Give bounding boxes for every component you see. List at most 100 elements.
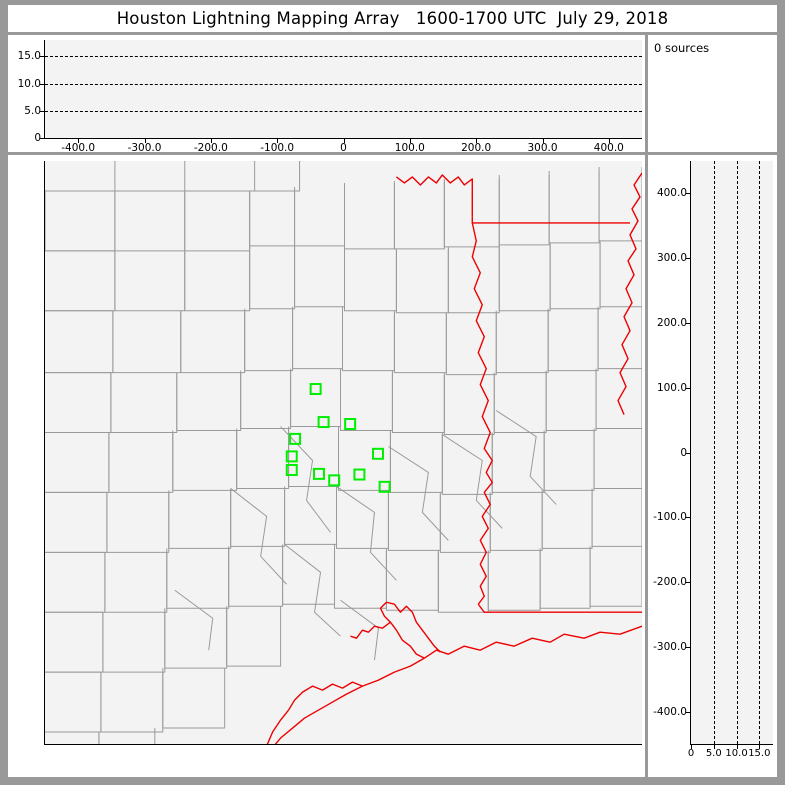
- map-x-tick-mark: [78, 744, 79, 745]
- right-y-tick-mark: [686, 711, 691, 713]
- map-y-tick-mark: [44, 323, 45, 324]
- x-tick-mark: [78, 138, 80, 143]
- x-tick-mark: [608, 138, 610, 143]
- x-tick-label: 300.0: [527, 142, 558, 154]
- lma-station-marker: [328, 474, 341, 487]
- right-y-tick-label: 0: [680, 446, 687, 459]
- lma-station-marker: [289, 432, 302, 445]
- title-bar: Houston Lightning Mapping Array 1600-170…: [8, 5, 777, 32]
- map-y-tick-mark: [44, 517, 45, 518]
- altitude-gridline: [713, 161, 715, 744]
- x-tick-mark: [210, 138, 212, 143]
- right-y-tick-mark: [686, 582, 691, 584]
- right-y-tick-label: 200.0: [656, 316, 687, 329]
- lma-station-marker: [378, 480, 391, 493]
- x-tick-mark: [409, 138, 411, 143]
- x-tick-label: -400.0: [61, 142, 96, 154]
- right-y-tick-label: 400.0: [656, 187, 687, 200]
- altitude-gridline: [45, 110, 642, 112]
- map-x-tick-mark: [344, 744, 345, 745]
- y-tick-label: 15.0: [17, 50, 41, 63]
- right-y-tick-label: -200.0: [653, 576, 687, 589]
- right-y-tick-label: 100.0: [656, 381, 687, 394]
- lma-station-markers: [285, 383, 391, 493]
- north-south-vs-altitude-panel[interactable]: 0 5.0 10.0 15.0 -400.0 -300.0 -200.0 -100.0 0 100…: [648, 155, 777, 777]
- right-x-tick-label: 15.0: [748, 748, 771, 759]
- county-boundaries: [45, 161, 642, 744]
- map-y-tick-mark: [44, 453, 45, 454]
- y-tick-mark: [40, 138, 45, 139]
- x-tick-label: -100.0: [260, 142, 295, 154]
- lma-station-marker: [285, 450, 298, 463]
- x-tick-label: 400.0: [593, 142, 624, 154]
- altitude-vs-east-west-panel[interactable]: 0 5.0 10.0 15.0 -400.0 -300.0 -200.0 -100.0 0 100…: [8, 35, 645, 154]
- y-tick-mark: [40, 56, 45, 58]
- altitude-gridline: [45, 56, 642, 58]
- lma-station-marker: [309, 383, 322, 396]
- x-tick-label: -300.0: [127, 142, 162, 154]
- lma-station-marker: [344, 418, 357, 430]
- right-x-tick-label: 10.0: [725, 748, 748, 759]
- right-y-tick-mark: [686, 387, 691, 389]
- right-y-tick-label: -400.0: [653, 705, 687, 718]
- altitude-gridline: [736, 161, 738, 744]
- x-tick-mark: [144, 138, 146, 143]
- right-y-tick-label: 300.0: [656, 252, 687, 265]
- map-y-tick-mark: [44, 388, 45, 389]
- altitude-vs-east-west-plot-area[interactable]: 0 5.0 10.0 15.0 -400.0 -300.0 -200.0 -100.0 0 100…: [18, 40, 642, 154]
- right-y-tick-label: -100.0: [653, 511, 687, 524]
- map-x-tick-mark: [211, 744, 212, 745]
- lma-station-marker: [312, 467, 325, 480]
- right-y-tick-mark: [686, 322, 691, 324]
- y-tick-mark: [40, 83, 45, 85]
- right-y-tick-mark: [686, 517, 691, 519]
- map-x-tick-mark: [476, 744, 477, 745]
- lma-station-marker: [285, 464, 298, 476]
- y-tick-label: 0: [34, 132, 41, 144]
- right-y-tick-mark: [686, 193, 691, 195]
- right-y-tick-label: -300.0: [653, 640, 687, 653]
- map-x-tick-mark: [410, 744, 411, 745]
- map-y-tick-mark: [44, 712, 45, 713]
- map-y-tick-mark: [44, 193, 45, 194]
- x-tick-label: -200.0: [193, 142, 228, 154]
- map-geography: [45, 161, 642, 744]
- map-y-tick-mark: [44, 258, 45, 259]
- map-x-tick-mark: [609, 744, 610, 745]
- north-south-vs-altitude-plot-area[interactable]: 0 5.0 10.0 15.0 -400.0 -300.0 -200.0 -100.0 0 100…: [653, 161, 773, 759]
- state-boundaries: [395, 172, 642, 613]
- right-x-tick-mark: [713, 744, 715, 749]
- plan-view-map-plot-area[interactable]: -400.0-300.0-200.0-100.00100.0200.0300.0…: [44, 161, 642, 745]
- y-tick-label: 10.0: [17, 77, 41, 90]
- x-tick-mark: [542, 138, 544, 143]
- altitude-gridline: [759, 161, 761, 744]
- page-title: Houston Lightning Mapping Array 1600-170…: [116, 9, 669, 28]
- lma-station-marker: [317, 416, 330, 429]
- x-tick-mark: [343, 138, 345, 143]
- x-tick-mark: [277, 138, 279, 143]
- x-tick-mark: [476, 138, 478, 143]
- x-tick-label: 200.0: [461, 142, 492, 154]
- right-y-tick-mark: [686, 258, 691, 260]
- y-tick-label: 5.0: [24, 104, 41, 117]
- source-count-label: 0 sources: [654, 41, 710, 55]
- right-y-tick-mark: [686, 646, 691, 648]
- x-tick-label: 0: [340, 142, 347, 154]
- map-x-tick-mark: [277, 744, 278, 745]
- altitude-gridline: [45, 83, 642, 85]
- right-x-tick-mark: [736, 744, 738, 749]
- x-tick-label: 100.0: [394, 142, 425, 154]
- lma-station-marker: [353, 468, 366, 481]
- map-x-tick-mark: [145, 744, 146, 745]
- map-x-tick-mark: [543, 744, 544, 745]
- right-y-tick-mark: [686, 452, 691, 454]
- y-tick-mark: [40, 110, 45, 112]
- gulf-coastline: [266, 601, 642, 744]
- right-x-tick-mark: [759, 744, 761, 749]
- right-x-tick-label: 0: [687, 748, 695, 759]
- right-x-tick-mark: [691, 744, 692, 749]
- plan-view-map-panel[interactable]: -400.0-300.0-200.0-100.00100.0200.0300.0…: [8, 155, 645, 777]
- map-y-tick-mark: [44, 647, 45, 648]
- lma-station-marker: [372, 447, 384, 460]
